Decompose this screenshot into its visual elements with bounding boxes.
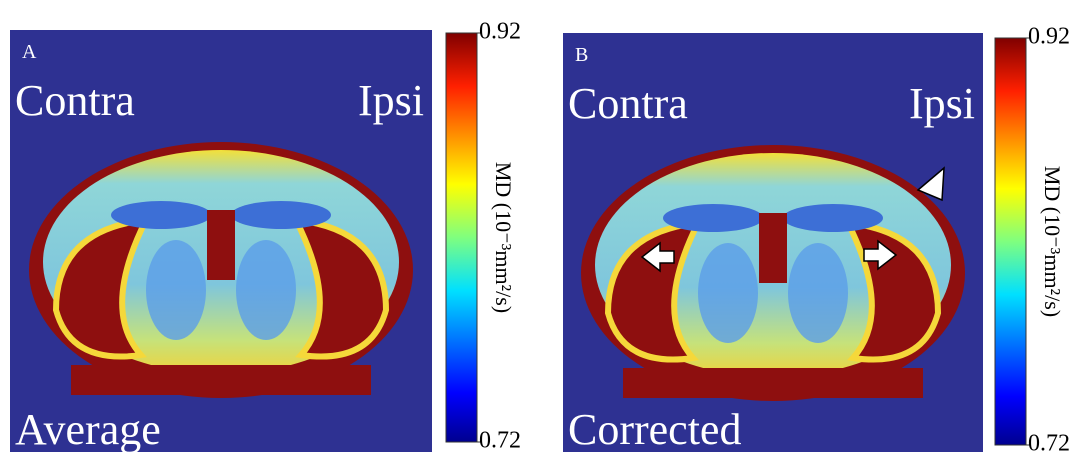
blue-region [236,240,296,340]
caption: Average [15,405,161,454]
blue-band [111,201,211,229]
right-label: Ipsi [909,79,975,128]
blue-region [146,240,206,340]
midline [207,210,235,280]
brain-base [623,368,923,398]
blue-region [788,243,848,343]
colorbar-tick-label: 0.72 [479,428,521,454]
panel: A Contra Ipsi Average 0.72 0.92 MD (10⁻³mm²/s) [10,19,521,454]
colorbar-tick-label: 0.92 [1028,24,1070,50]
colorbar-tick-label: 0.92 [479,19,521,45]
colorbar-tick-label: 0.72 [1028,431,1070,457]
colorbar-label: MD (10⁻³mm²/s) [1040,166,1065,317]
blue-band [663,204,763,232]
blue-band [783,204,883,232]
colorbar [445,32,478,443]
blue-region [698,243,758,343]
brain-base [71,365,371,395]
panel-letter: A [22,41,37,63]
left-label: Contra [15,76,135,125]
ventricle [604,219,704,363]
panel: B Contra Ipsi Corrected 0.72 0.92 MD (10⁻³mm²/… [563,24,1070,457]
blue-band [231,201,331,229]
caption: Corrected [568,405,741,454]
arrow [640,241,675,273]
panel-letter: B [575,44,588,66]
right-label: Ipsi [358,76,424,125]
midline [759,213,787,283]
left-label: Contra [568,79,688,128]
colorbar [994,37,1027,446]
ventricle [52,216,152,360]
colorbar-label: MD (10⁻³mm²/s) [491,162,516,313]
ventricle [290,216,390,360]
arrowhead [916,166,945,202]
arrow [863,239,898,271]
